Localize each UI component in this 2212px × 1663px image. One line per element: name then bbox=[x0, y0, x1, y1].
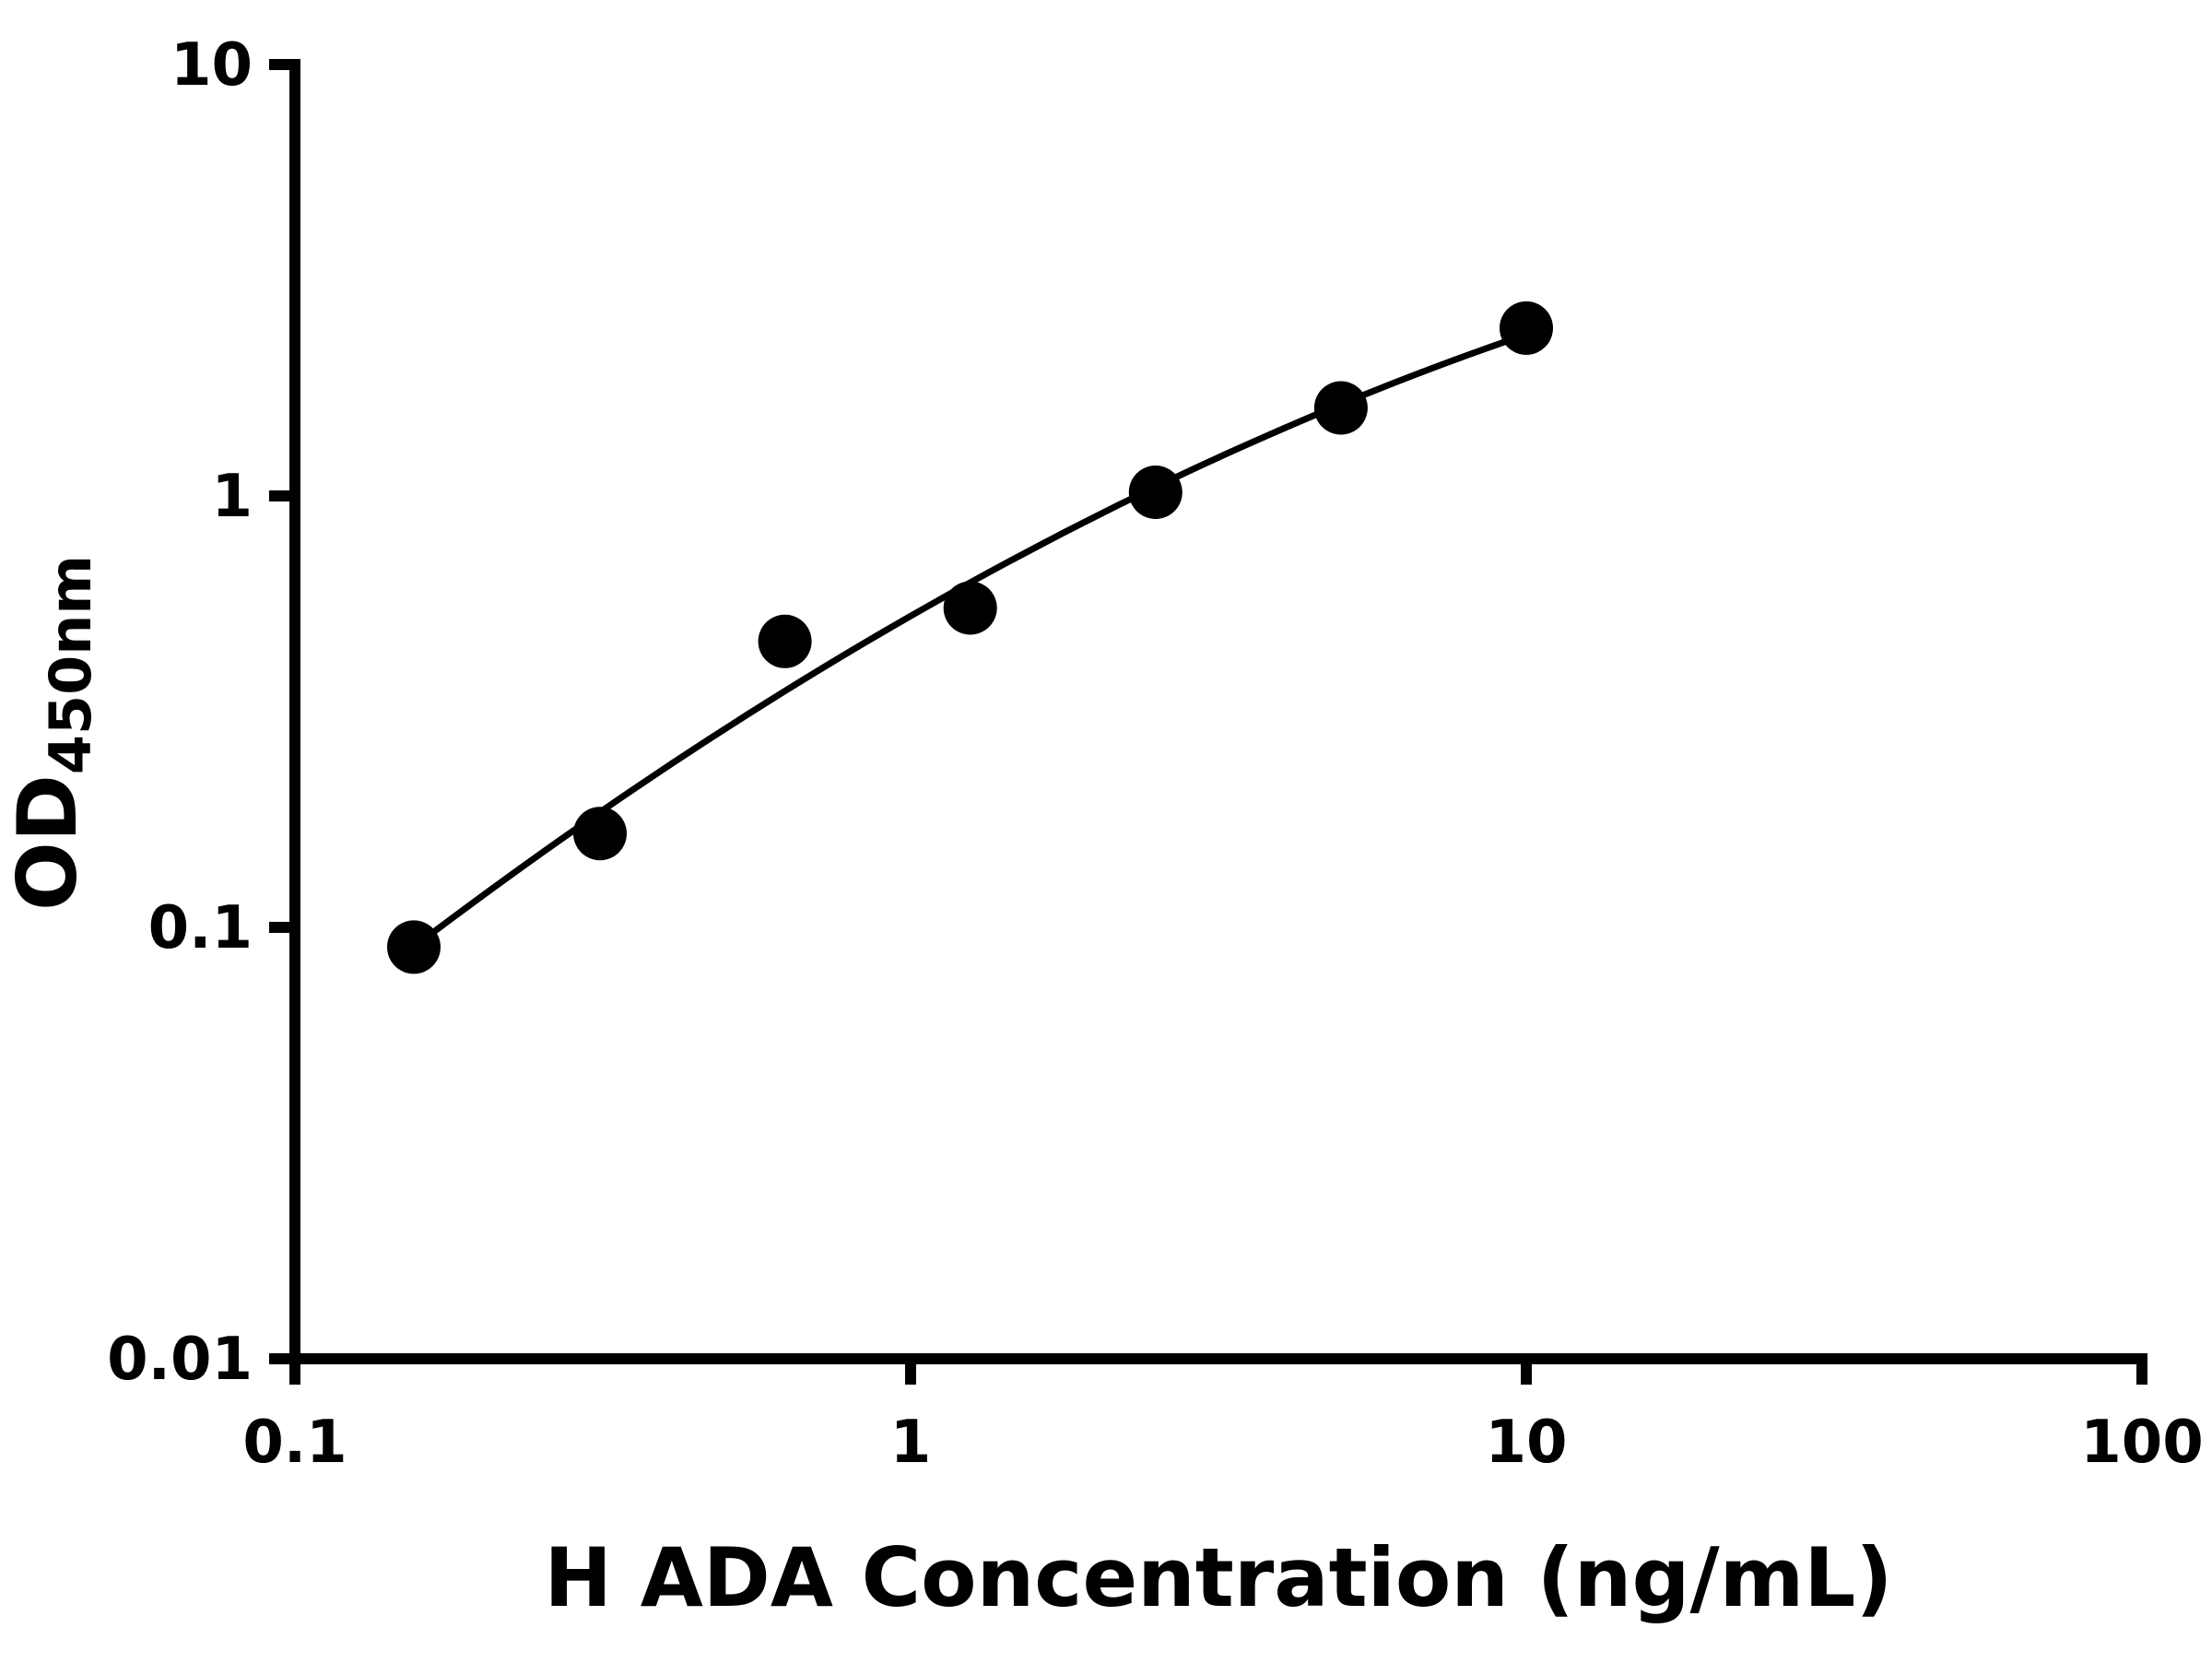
x-tick-label: 100 bbox=[2080, 1409, 2204, 1477]
y-tick-label: 1 bbox=[211, 463, 253, 531]
y-tick-label: 0.01 bbox=[107, 1326, 253, 1394]
data-point bbox=[943, 581, 997, 635]
x-axis-title: H ADA Concentration (ng/mL) bbox=[544, 1530, 1892, 1625]
plot-area: 0.1 1 10 100 0.01 0.1 1 10 bbox=[107, 31, 2204, 1477]
x-tick-label: 1 bbox=[890, 1409, 932, 1477]
axis-spine bbox=[289, 59, 2147, 1364]
y-tick-label: 0.1 bbox=[148, 894, 253, 962]
data-point bbox=[1128, 466, 1182, 519]
y-axis-title-subscript: 450nm bbox=[37, 555, 104, 774]
y-tick-label: 10 bbox=[171, 31, 253, 100]
x-tick-label: 0.1 bbox=[242, 1409, 347, 1477]
data-point bbox=[1500, 301, 1553, 355]
x-tick-label: 10 bbox=[1485, 1409, 1567, 1477]
data-point bbox=[387, 920, 441, 974]
data-point bbox=[1313, 381, 1368, 435]
y-axis-title-main: OD bbox=[0, 774, 95, 911]
y-axis-title: OD450nm bbox=[0, 555, 104, 911]
data-point bbox=[573, 807, 627, 861]
data-point bbox=[758, 614, 812, 668]
